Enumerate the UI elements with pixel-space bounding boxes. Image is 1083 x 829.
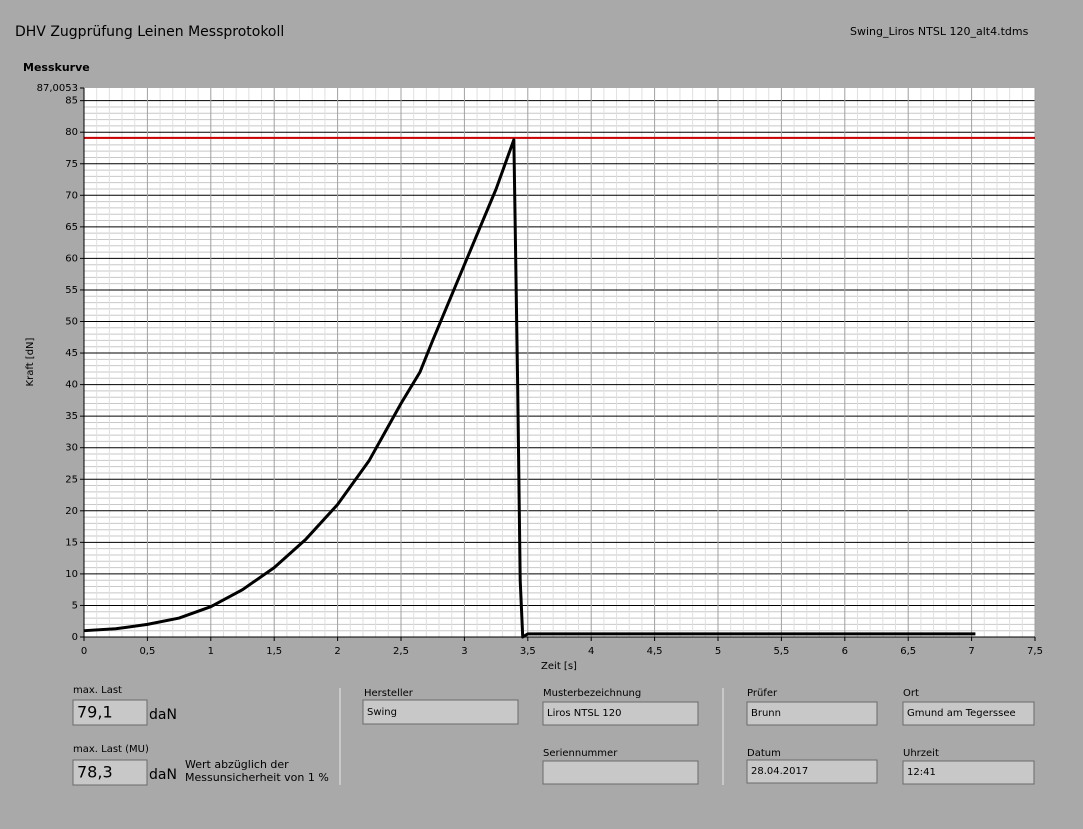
x-tick-label: 6 [842, 646, 848, 657]
field-value: 12:41 [907, 767, 936, 778]
field-label: Datum [747, 748, 781, 759]
field-value: Gmund am Tegerssee [907, 708, 1016, 719]
x-tick-label: 5,5 [773, 646, 789, 657]
field-label: Prüfer [747, 688, 778, 699]
x-tick-label: 4,5 [647, 646, 663, 657]
chart-title: Messkurve [23, 61, 90, 74]
field-box [362, 699, 519, 725]
unit: daN [149, 767, 177, 783]
y-tick-label: 80 [65, 127, 78, 138]
y-tick-label: 30 [65, 443, 78, 454]
field-label: Hersteller [364, 688, 414, 699]
y-tick-label: 40 [65, 380, 78, 391]
field-box [746, 759, 878, 784]
y-tick-label: 5 [72, 600, 78, 611]
x-tick-label: 1,5 [266, 646, 282, 657]
y-tick-label: 75 [65, 159, 78, 170]
field-label: max. Last (MU) [73, 744, 149, 755]
y-axis-label: Kraft [dN] [25, 337, 36, 386]
x-axis-label: Zeit [s] [541, 661, 577, 672]
field-value: Liros NTSL 120 [547, 708, 622, 719]
file-name: Swing_Liros NTSL 120_alt4.tdms [850, 25, 1029, 38]
x-tick-label: 3,5 [520, 646, 536, 657]
unit: daN [149, 707, 177, 723]
x-tick-label: 6,5 [900, 646, 916, 657]
field-box [902, 701, 1035, 726]
field-value: 78,3 [77, 763, 113, 782]
plot-area [84, 88, 1035, 637]
y-tick-label: 45 [65, 348, 78, 359]
field-box [72, 759, 148, 786]
field-value: 79,1 [77, 703, 113, 722]
field-box [902, 760, 1035, 785]
field-label: Seriennummer [543, 748, 618, 759]
y-tick-label: 55 [65, 285, 78, 296]
field-label: Musterbezeichnung [543, 688, 641, 699]
report-title: DHV Zugprüfung Leinen Messprotokoll [15, 24, 284, 40]
y-tick-label: 87,0053 [37, 83, 78, 94]
plot [83, 136, 1035, 639]
field-value: Swing [367, 707, 397, 718]
field-label: Ort [903, 688, 919, 699]
grid [83, 88, 1036, 638]
y-tick-label: 65 [65, 222, 78, 233]
y-tick-label: 50 [65, 317, 78, 328]
field-value: Brunn [751, 708, 781, 719]
x-tick-label: 0,5 [139, 646, 155, 657]
x-tick-label: 7 [968, 646, 974, 657]
y-tick-label: 70 [65, 190, 78, 201]
data-line [83, 138, 976, 639]
y-tick-label: 0 [72, 632, 78, 643]
x-tick-label: 3 [461, 646, 467, 657]
field-label: Uhrzeit [903, 748, 939, 759]
field-label: max. Last [73, 685, 122, 696]
field-value: 28.04.2017 [751, 766, 808, 777]
field-box [542, 760, 699, 785]
field-box [746, 701, 878, 726]
y-tick-label: 20 [65, 506, 78, 517]
x-tick-label: 1 [208, 646, 214, 657]
x-tick-label: 2 [334, 646, 340, 657]
x-tick-label: 2,5 [393, 646, 409, 657]
field-box [542, 701, 699, 726]
y-tick-label: 25 [65, 474, 78, 485]
y-tick-label: 10 [65, 569, 78, 580]
x-tick-label: 0 [81, 646, 87, 657]
note: Messunsicherheit von 1 % [185, 771, 329, 784]
y-tick-label: 85 [65, 96, 78, 107]
x-tick-label: 4 [588, 646, 594, 657]
x-tick-label: 5 [715, 646, 721, 657]
y-tick-label: 15 [65, 537, 78, 548]
note: Wert abzüglich der [185, 758, 289, 771]
x-tick-label: 7,5 [1027, 646, 1043, 657]
y-tick-label: 35 [65, 411, 78, 422]
y-tick-label: 60 [65, 253, 78, 264]
field-box [72, 699, 148, 726]
